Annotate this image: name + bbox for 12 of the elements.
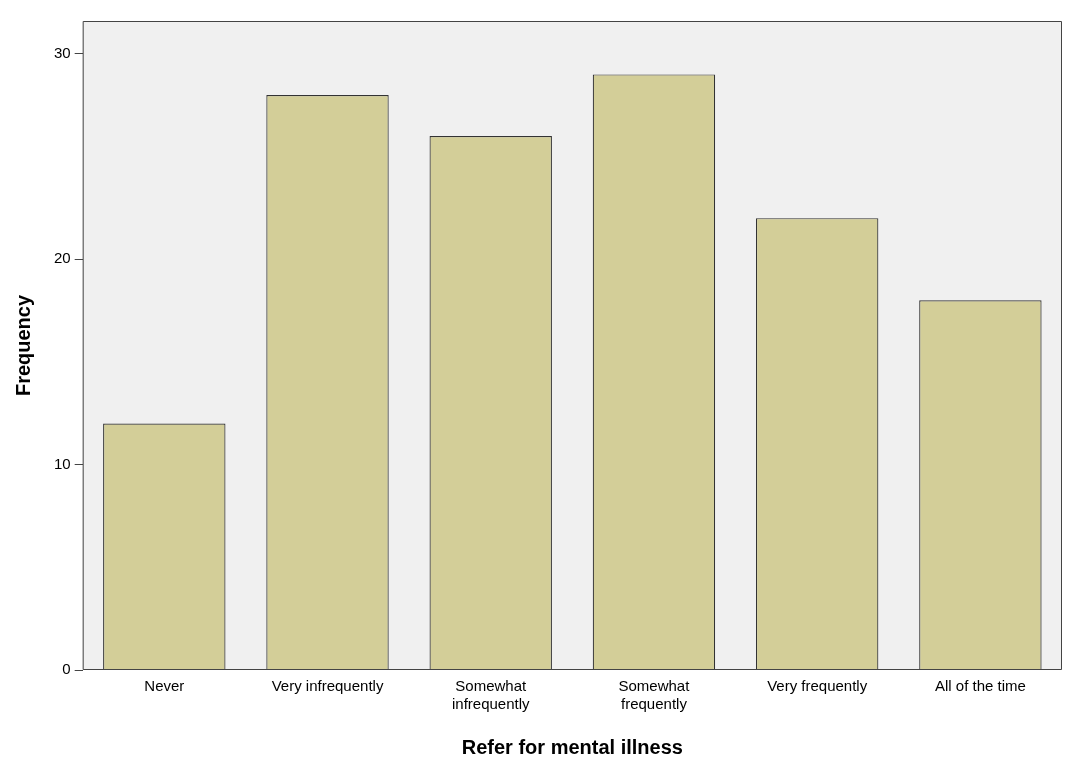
y-tick-label: 0 bbox=[62, 660, 71, 678]
x-tick-label: Very infrequently bbox=[271, 677, 384, 695]
y-tick-label: 20 bbox=[54, 249, 71, 267]
y-tick-label: 30 bbox=[54, 44, 71, 61]
y-tick-label: 10 bbox=[54, 454, 71, 472]
x-tick-label: Somewhat infrequently bbox=[451, 677, 530, 713]
x-tick-label: Somewhat frequently bbox=[618, 677, 691, 713]
x-axis-title: Refer for mental illness bbox=[461, 735, 683, 758]
x-tick-label: Never bbox=[144, 677, 185, 695]
y-axis-title: Frequency bbox=[11, 294, 34, 397]
x-tick-label: All of the time bbox=[934, 677, 1026, 695]
x-tick-label: Very frequently bbox=[767, 677, 868, 695]
